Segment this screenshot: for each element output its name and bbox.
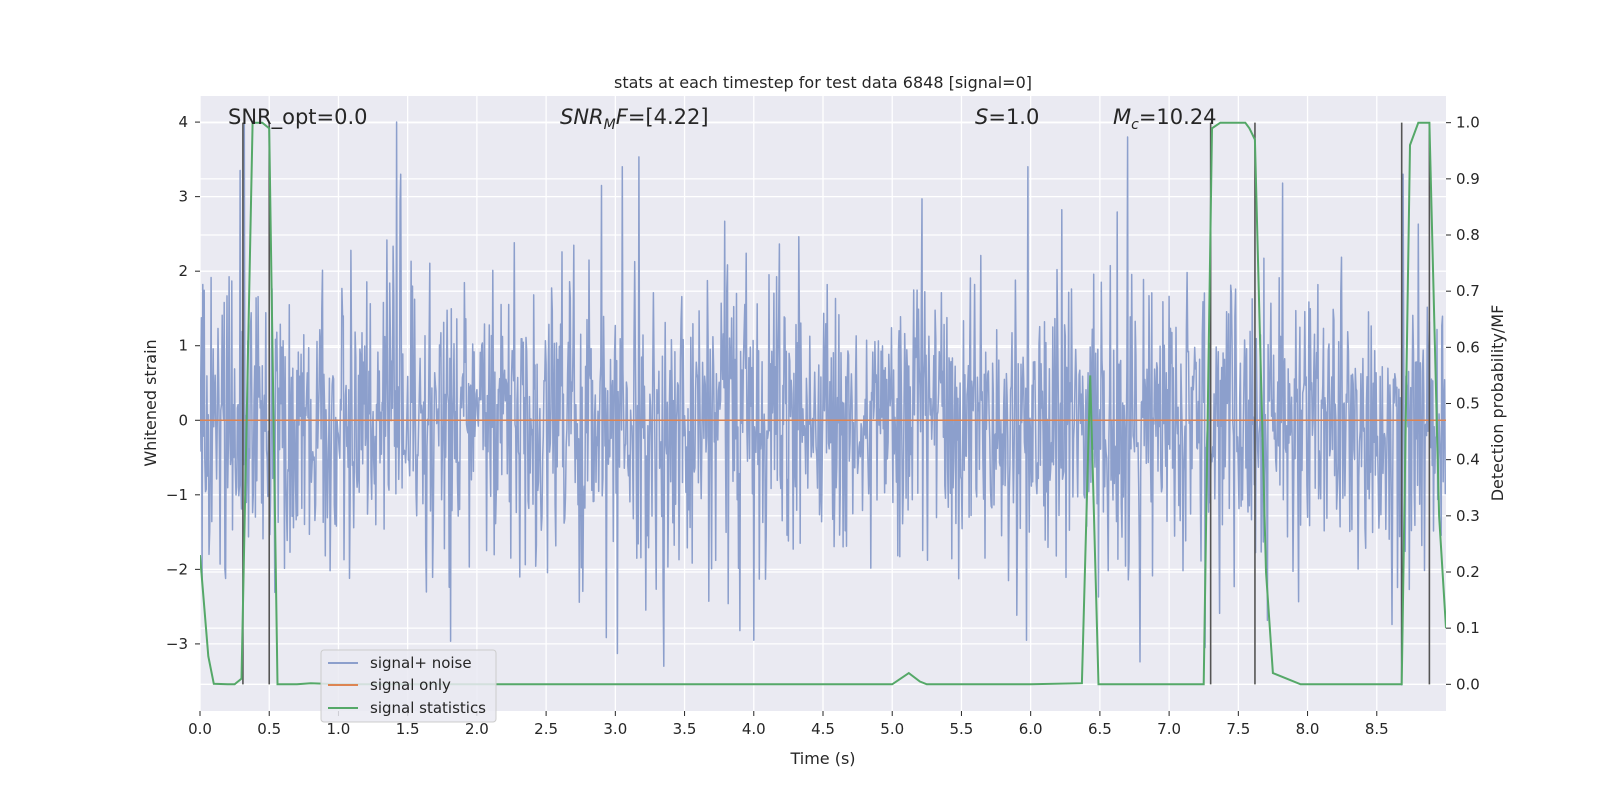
y2-tick-label-2: 0.2	[1456, 563, 1480, 581]
x-tick-label-16: 8.0	[1296, 720, 1320, 738]
y-tick-label-5: 2	[178, 262, 188, 280]
plot-area	[200, 121, 1446, 686]
x-tick-label-11: 5.5	[950, 720, 974, 738]
legend: signal+ noise signal only signal statist…	[320, 649, 497, 723]
legend-label-signal-only: signal only	[370, 676, 451, 694]
x-tick-label-15: 7.5	[1226, 720, 1250, 738]
y-tick-label-3: 0	[178, 411, 188, 429]
series-signal-noise	[200, 121, 1446, 686]
annotation-mc: Mc=10.24	[1113, 105, 1217, 133]
y2-tick-label-8: 0.8	[1456, 226, 1480, 244]
annotation-s: S=1.0	[975, 105, 1039, 129]
x-tick-label-10: 5.0	[880, 720, 904, 738]
x-tick-label-14: 7.0	[1157, 720, 1181, 738]
x-tick-label-2: 1.0	[327, 720, 351, 738]
y2-axis-ticks: 0.0 0.1 0.2 0.3 0.4 0.5 0.6 0.7 0.8 0.9 1.0	[1446, 114, 1480, 693]
x-axis-label: Time (s)	[789, 749, 855, 768]
y2-tick-label-4: 0.4	[1456, 451, 1480, 469]
vertical-markers	[242, 122, 1431, 685]
x-tick-label-6: 3.0	[603, 720, 627, 738]
x-tick-label-0: 0.0	[188, 720, 212, 738]
y2-tick-label-5: 0.5	[1456, 395, 1480, 413]
y2-tick-label-0: 0.0	[1456, 675, 1480, 693]
y-tick-label-2: −1	[166, 486, 188, 504]
x-tick-label-7: 3.5	[673, 720, 697, 738]
y-tick-label-7: 4	[178, 113, 188, 131]
x-tick-label-17: 8.5	[1365, 720, 1389, 738]
y-tick-label-1: −2	[166, 560, 188, 578]
chart-title: stats at each timestep for test data 684…	[614, 73, 1032, 92]
y2-tick-label-6: 0.6	[1456, 338, 1480, 356]
series-signal-statistics	[200, 121, 1446, 686]
x-tick-label-8: 4.0	[742, 720, 766, 738]
x-axis-ticks: 0.0 0.5 1.0 1.5 2.0 2.5 3.0 3.5 4.0 4.5 5.0 5.5 6.0 6…	[188, 711, 1389, 738]
x-tick-label-9: 4.5	[811, 720, 835, 738]
y2-tick-label-9: 0.9	[1456, 170, 1480, 188]
y2-tick-label-1: 0.1	[1456, 619, 1480, 637]
x-tick-label-5: 2.5	[534, 720, 558, 738]
y-axis-label: Whitened strain	[141, 339, 160, 466]
x-tick-label-12: 6.0	[1019, 720, 1043, 738]
legend-box	[320, 649, 497, 723]
annotation-snr-mf: SNRMF=[4.22]	[560, 105, 709, 133]
y-axis-ticks: −3 −2 −1 0 1 2 3 4	[166, 113, 200, 653]
x-tick-label-1: 0.5	[257, 720, 281, 738]
x-tick-label-13: 6.5	[1088, 720, 1112, 738]
y-tick-label-0: −3	[166, 635, 188, 653]
legend-label-signal-noise: signal+ noise	[370, 654, 472, 672]
y2-tick-label-10: 1.0	[1456, 114, 1480, 132]
legend-label-signal-statistics: signal statistics	[370, 699, 486, 717]
y2-axis-label: Detection probability/MF	[1488, 305, 1507, 502]
y-tick-label-6: 3	[178, 188, 188, 206]
y2-tick-label-3: 0.3	[1456, 507, 1480, 525]
x-tick-label-3: 1.5	[396, 720, 420, 738]
y-tick-label-4: 1	[178, 337, 188, 355]
annotation-snr-opt: SNR_opt=0.0	[228, 105, 368, 130]
y2-tick-label-7: 0.7	[1456, 282, 1480, 300]
x-tick-label-4: 2.0	[465, 720, 489, 738]
